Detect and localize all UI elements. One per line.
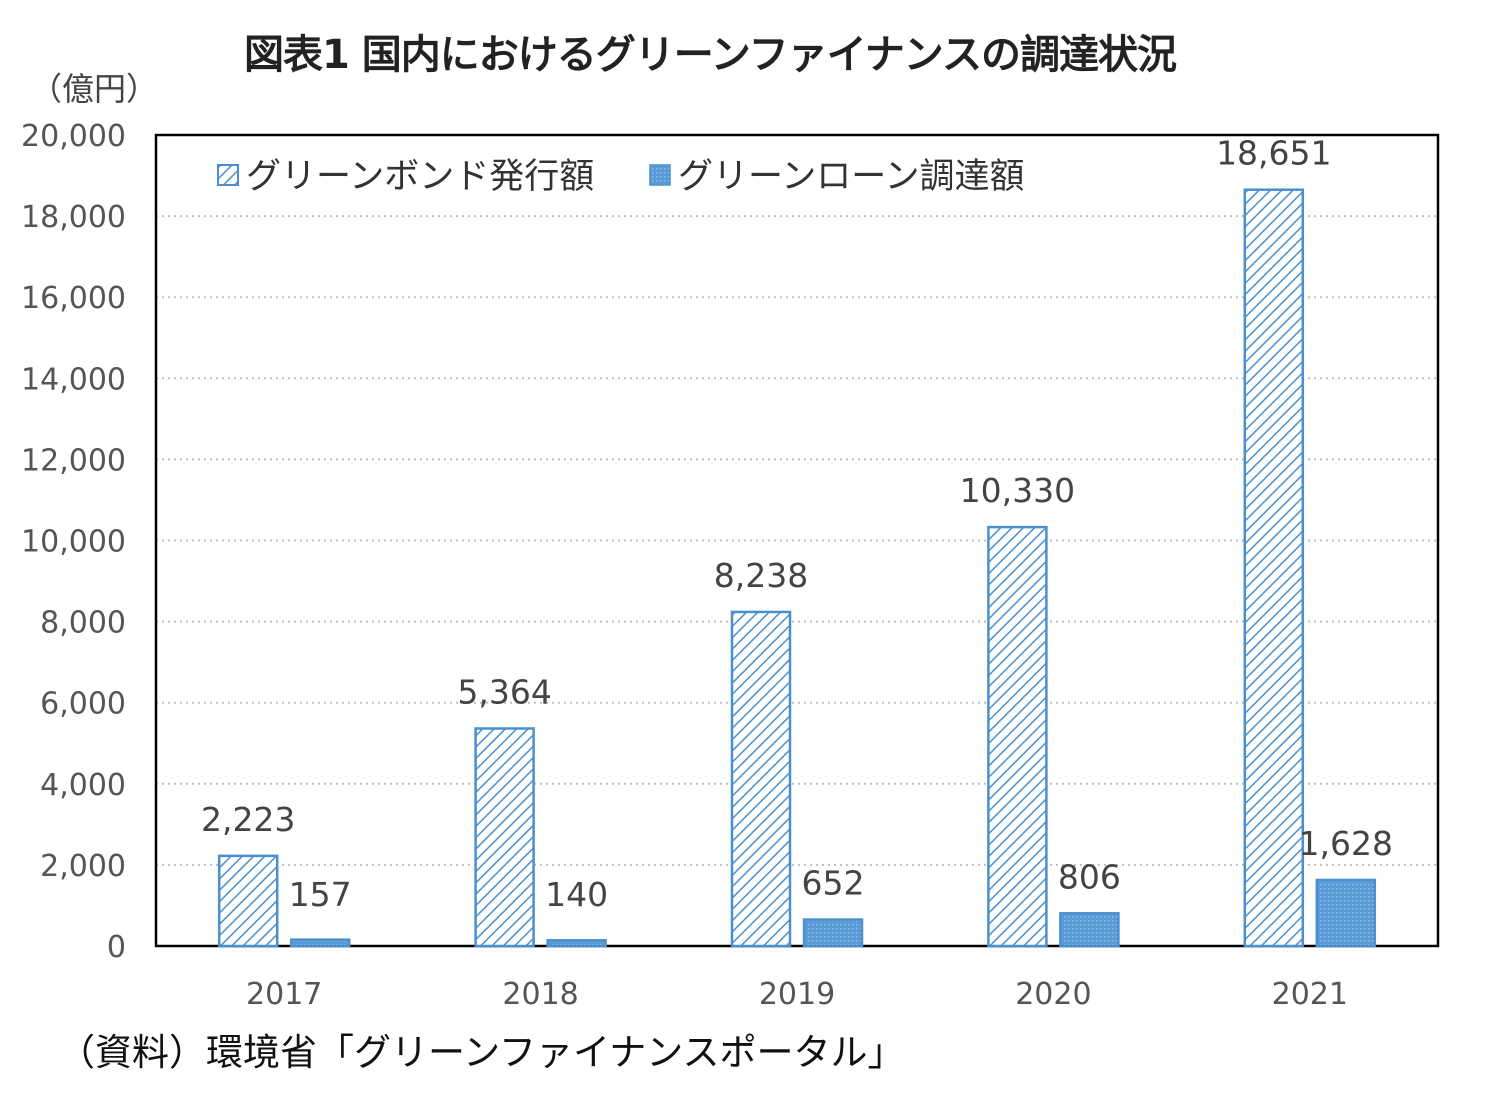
bar-green-loan-label: 140 bbox=[545, 875, 608, 914]
gridlines bbox=[156, 215, 1438, 866]
x-axis: 2017 2018 2019 2020 2021 bbox=[246, 977, 1348, 1012]
legend-swatch-bond bbox=[217, 164, 239, 186]
y-tick-label: 20,000 bbox=[21, 119, 126, 154]
bar-green-loan bbox=[802, 918, 864, 948]
source-note: （資料）環境省「グリーンファイナンスポータル」 bbox=[58, 1031, 905, 1074]
bar-green-loan bbox=[1059, 912, 1120, 948]
x-tick-label: 2021 bbox=[1272, 977, 1348, 1012]
y-tick-label: 0 bbox=[107, 930, 126, 965]
bar-green-bond bbox=[730, 610, 792, 948]
x-tick-label: 2019 bbox=[759, 977, 835, 1012]
legend-swatch-loan bbox=[649, 164, 671, 186]
y-tick-label: 10,000 bbox=[21, 525, 126, 560]
bar-green-loan-label: 157 bbox=[289, 875, 352, 914]
chart-title: 図表1 国内におけるグリーンファイナンスの調達状況 bbox=[244, 32, 1177, 78]
legend: グリーンボンド発行額 グリーンローン調達額 bbox=[217, 157, 1025, 197]
y-tick-label: 12,000 bbox=[21, 443, 126, 478]
x-tick-label: 2020 bbox=[1015, 977, 1091, 1012]
bar-green-loan bbox=[546, 939, 607, 948]
y-tick-label: 16,000 bbox=[21, 281, 126, 316]
bar-green-loan-label: 652 bbox=[802, 864, 865, 903]
y-tick-label: 8,000 bbox=[40, 606, 126, 641]
y-tick-label: 14,000 bbox=[21, 362, 126, 397]
y-tick-label: 4,000 bbox=[40, 768, 126, 803]
y-tick-label: 18,000 bbox=[21, 200, 126, 235]
bar-green-bond bbox=[474, 727, 535, 948]
bar-green-bond-label: 5,364 bbox=[457, 672, 551, 711]
bar-chart: 0 2,000 4,000 6,000 8,000 10,000 12,000 14,000 1… bbox=[21, 119, 1440, 1012]
bar-green-bond bbox=[1243, 188, 1305, 948]
bar-green-loan-label: 1,628 bbox=[1299, 824, 1393, 863]
y-axis-unit-label: （億円） bbox=[30, 70, 159, 108]
bar-green-bond-label: 10,330 bbox=[960, 471, 1075, 510]
y-tick-label: 6,000 bbox=[40, 687, 126, 722]
data-labels: 2,223 157 5,364 140 8,238 652 10,330 806 18,651 1… bbox=[201, 134, 1393, 914]
bar-green-bond-label: 2,223 bbox=[201, 800, 295, 839]
legend-label-bond: グリーンボンド発行額 bbox=[246, 157, 594, 197]
y-axis: 0 2,000 4,000 6,000 8,000 10,000 12,000 14,000 1… bbox=[21, 119, 126, 965]
bar-green-loan bbox=[289, 938, 351, 948]
x-tick-label: 2018 bbox=[502, 977, 578, 1012]
bar-green-bond bbox=[217, 854, 279, 948]
bar-green-bond-label: 18,651 bbox=[1216, 134, 1331, 173]
y-tick-label: 2,000 bbox=[40, 849, 126, 884]
bar-green-loan bbox=[1315, 878, 1377, 948]
plot-area-frame bbox=[154, 133, 1440, 948]
legend-label-loan: グリーンローン調達額 bbox=[678, 157, 1025, 197]
bar-green-loan-label: 806 bbox=[1058, 857, 1121, 896]
bar-green-bond-label: 8,238 bbox=[714, 556, 808, 595]
bar-green-bond bbox=[987, 525, 1048, 948]
x-tick-label: 2017 bbox=[246, 977, 322, 1012]
bars bbox=[217, 188, 1377, 948]
